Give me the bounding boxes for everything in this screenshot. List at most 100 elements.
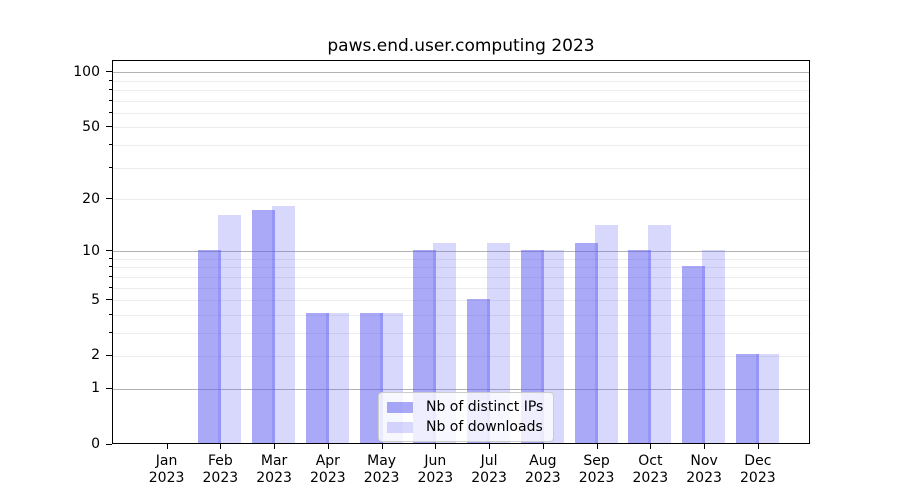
x-tick-month: Sep — [583, 453, 610, 469]
x-tick-year: 2023 — [363, 470, 400, 486]
y-minor-tick — [109, 257, 112, 259]
x-tick — [381, 444, 383, 449]
y-minor-tick — [109, 126, 112, 128]
y-axis: 0 1 2 5 10 20 50 100 — [0, 60, 112, 452]
x-tick-month: May — [367, 453, 397, 469]
y-minor-tick — [109, 79, 112, 81]
x-tick-year: 2023 — [148, 470, 185, 486]
y-tick-label: 100 — [73, 63, 100, 80]
x-tick — [166, 444, 168, 449]
bar-downloads — [755, 354, 779, 443]
x-tick-label: Apr 2023 — [296, 453, 360, 487]
x-tick-label: Dec 2023 — [726, 453, 790, 487]
x-tick — [489, 444, 491, 449]
y-minor-tick — [109, 313, 112, 315]
x-tick — [274, 444, 276, 449]
gridline-minor — [113, 314, 809, 316]
gridline-major — [113, 388, 809, 390]
gridline-minor — [113, 167, 809, 169]
x-tick-month: Jul — [480, 453, 498, 469]
x-tick-year: 2023 — [256, 470, 292, 486]
gridline-minor — [113, 113, 809, 115]
x-tick — [704, 444, 706, 449]
y-minor-tick — [109, 166, 112, 168]
y-tick-label: 10 — [82, 242, 100, 259]
x-tick-year: 2023 — [471, 470, 507, 486]
x-tick-label: Aug 2023 — [511, 453, 575, 487]
x-tick-year: 2023 — [578, 470, 615, 486]
y-tick-label: 20 — [82, 190, 100, 207]
x-tick-label: Sep 2023 — [565, 453, 629, 487]
gridline-minor — [113, 355, 809, 357]
y-minor-tick — [109, 266, 112, 268]
y-tick-label: 5 — [91, 291, 100, 308]
bar-downloads — [648, 224, 672, 443]
gridline-minor — [113, 80, 809, 82]
x-tick-label: Jun 2023 — [403, 453, 467, 487]
x-tick-label: Nov 2023 — [672, 453, 736, 487]
x-tick-month: Feb — [207, 453, 233, 469]
y-tick — [106, 71, 112, 73]
gridline-minor — [113, 90, 809, 92]
bar-downloads — [594, 224, 618, 443]
x-tick-year: 2023 — [417, 470, 454, 486]
x-tick-year: 2023 — [740, 470, 776, 486]
bar-distinct-ips — [682, 265, 706, 443]
bar-downloads — [218, 214, 242, 443]
gridline-minor — [113, 145, 809, 147]
x-tick — [650, 444, 652, 449]
y-minor-tick — [109, 331, 112, 333]
y-tick — [106, 250, 112, 252]
x-tick-label: Jul 2023 — [457, 453, 521, 487]
x-tick-month: Jan — [155, 453, 178, 469]
x-tick-label: Jan 2023 — [135, 453, 199, 487]
bar-downloads — [272, 205, 296, 443]
gridline-minor — [113, 332, 809, 334]
legend: Nb of distinct IPs Nb of downloads — [378, 392, 555, 442]
bar-distinct-ips — [305, 313, 329, 443]
x-tick-label: Mar 2023 — [242, 453, 306, 487]
y-minor-tick — [109, 286, 112, 288]
y-tick-label: 50 — [82, 118, 100, 135]
x-tick-month: Mar — [260, 453, 288, 469]
x-tick — [220, 444, 222, 449]
gridline-minor — [113, 199, 809, 200]
bar-distinct-ips — [735, 354, 759, 443]
legend-swatch-distinct-ips — [387, 401, 413, 413]
y-tick-label: 2 — [91, 347, 100, 364]
gridline-minor — [113, 258, 809, 260]
x-tick-month: Apr — [315, 453, 340, 469]
bar-distinct-ips — [628, 249, 652, 443]
y-minor-tick — [109, 198, 112, 199]
plot-area — [112, 60, 810, 444]
x-tick-year: 2023 — [686, 470, 722, 486]
x-tick-month: Jun — [424, 453, 447, 469]
gridline-minor — [113, 276, 809, 278]
y-minor-tick — [109, 89, 112, 91]
legend-swatch-downloads — [387, 421, 413, 433]
y-tick — [106, 387, 112, 389]
y-minor-tick — [109, 112, 112, 114]
y-minor-tick — [109, 99, 112, 101]
x-tick — [435, 444, 437, 449]
y-minor-tick — [109, 354, 112, 356]
x-tick — [327, 444, 329, 449]
x-tick-year: 2023 — [632, 470, 669, 486]
legend-item: Nb of downloads — [387, 419, 543, 435]
gridline-minor — [113, 127, 809, 129]
gridline-major — [113, 72, 809, 74]
x-tick-year: 2023 — [525, 470, 561, 486]
bar-distinct-ips — [359, 313, 383, 443]
bar-distinct-ips — [574, 242, 598, 443]
y-minor-tick — [109, 144, 112, 146]
x-axis: Jan 2023 Feb 2023 Mar 2023 Apr 2023 May 2023 Jun 20… — [112, 444, 810, 496]
x-tick — [596, 444, 598, 449]
y-tick-label: 1 — [91, 380, 100, 397]
x-tick-month: Oct — [638, 453, 663, 469]
bar-downloads — [702, 249, 726, 443]
x-tick-month: Aug — [529, 453, 557, 469]
gridline-major — [113, 251, 809, 253]
legend-label: Nb of distinct IPs — [426, 399, 544, 415]
y-minor-tick — [109, 275, 112, 277]
